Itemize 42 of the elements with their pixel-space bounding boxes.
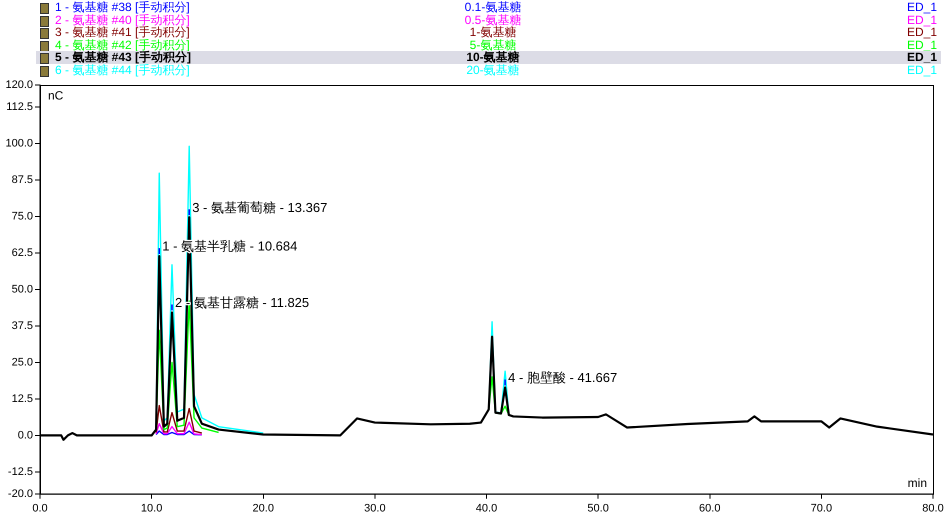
text: 3 - 氨基糖 #41 [手动积分] xyxy=(55,25,190,39)
y-axis-title: nC xyxy=(48,88,64,102)
x-tick-label: 10.0 xyxy=(140,502,162,514)
y-tick-label: 112.5 xyxy=(6,100,33,113)
y-tick-label: -12.5 xyxy=(8,466,33,478)
text: ED_1 xyxy=(906,12,937,26)
y-tick-label: 100.0 xyxy=(5,137,33,150)
x-tick-label: 40.0 xyxy=(476,502,498,514)
x-tick-label: 60.0 xyxy=(699,502,720,514)
x-tick-label: 30.0 xyxy=(364,502,386,514)
y-tick-label: 120.0 xyxy=(5,79,33,92)
annotation: 4 - 胞壁酸 - 41.667 xyxy=(508,370,618,386)
y-tick-label: 0.0 xyxy=(18,429,33,442)
y-tick-label: -20.0 xyxy=(8,488,33,500)
text: 2 - 氨基糖 #40 [手动积分] xyxy=(55,12,190,26)
text: ED_1 xyxy=(906,62,937,76)
y-tick-label: 75.0 xyxy=(12,210,33,222)
x-tick-label: 0.0 xyxy=(32,502,48,514)
annotation: 3 - 氨基葡萄糖 - 13.367 xyxy=(192,200,328,215)
x-tick-label: 70.0 xyxy=(810,502,832,514)
y-tick-label: 62.5 xyxy=(12,246,33,259)
y-tick-label: 37.5 xyxy=(12,320,33,332)
text: 5-氨基糖 xyxy=(468,38,516,52)
x-tick-label: 20.0 xyxy=(252,502,274,514)
y-tick-label: 12.5 xyxy=(12,392,33,405)
text: 0.5-氨基糖 xyxy=(464,12,522,26)
text: ED_1 xyxy=(906,50,937,64)
y-tick-label: 50.0 xyxy=(12,283,33,296)
y-tick-label: 87.5 xyxy=(12,174,33,186)
text: ED_1 xyxy=(906,25,937,39)
x-tick-label: 50.0 xyxy=(587,502,609,514)
y-tick-label: 25.0 xyxy=(12,356,33,368)
text: 6 - 氨基糖 #44 [手动积分] xyxy=(55,62,190,76)
x-tick-label: 80.0 xyxy=(922,502,944,514)
text: 1 - 氨基糖 #38 [手动积分] xyxy=(55,0,190,14)
text: 5 - 氨基糖 #43 [手动积分] xyxy=(55,50,192,64)
text: 0.1-氨基糖 xyxy=(464,0,522,14)
text: ED_1 xyxy=(906,0,937,14)
text: 20-氨基糖 xyxy=(465,62,521,76)
text: 10-氨基糖 xyxy=(465,50,521,64)
text: 1-氨基糖 xyxy=(468,25,516,39)
x-axis-title: min xyxy=(908,476,927,490)
